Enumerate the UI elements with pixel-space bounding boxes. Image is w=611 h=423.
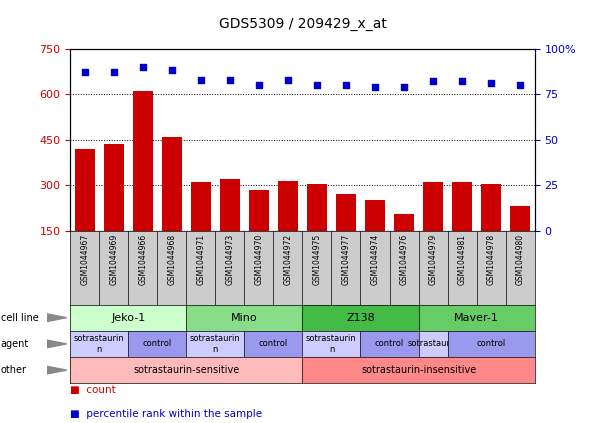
Point	[138, 63, 148, 70]
Point	[109, 69, 119, 76]
Text: GSM1044978: GSM1044978	[486, 234, 496, 286]
Bar	[336, 194, 356, 231]
Text: other: other	[1, 365, 27, 375]
Point	[225, 76, 235, 83]
Text: GSM1044980: GSM1044980	[516, 234, 525, 286]
Polygon shape	[47, 340, 67, 348]
Polygon shape	[47, 366, 67, 374]
Text: cell line: cell line	[1, 313, 38, 323]
Text: control: control	[375, 339, 404, 349]
Text: sotrastaurin
n: sotrastaurin n	[74, 334, 125, 354]
Bar	[220, 179, 240, 231]
Text: control: control	[143, 339, 172, 349]
Point	[254, 82, 264, 88]
Bar	[423, 182, 443, 231]
Point	[428, 78, 438, 85]
Text: GSM1044976: GSM1044976	[400, 234, 409, 286]
Point	[399, 83, 409, 90]
Text: GSM1044970: GSM1044970	[254, 234, 263, 286]
Text: control: control	[477, 339, 506, 349]
Text: Mino: Mino	[231, 313, 258, 323]
Text: sotrastaurin
n: sotrastaurin n	[306, 334, 357, 354]
Point	[80, 69, 90, 76]
Bar	[75, 149, 95, 231]
Bar	[162, 137, 182, 231]
Text: Z138: Z138	[346, 313, 375, 323]
Bar	[510, 206, 530, 231]
Text: GSM1044974: GSM1044974	[370, 234, 379, 286]
Text: Maver-1: Maver-1	[454, 313, 499, 323]
Bar	[104, 144, 124, 231]
Point	[486, 80, 496, 87]
Text: GSM1044969: GSM1044969	[109, 234, 119, 286]
Text: GSM1044968: GSM1044968	[167, 234, 177, 286]
Text: sotrastaurin-sensitive: sotrastaurin-sensitive	[133, 365, 240, 375]
Text: ■  count: ■ count	[70, 385, 116, 396]
Bar	[365, 200, 385, 231]
Point	[196, 76, 206, 83]
Text: control: control	[259, 339, 288, 349]
Text: GSM1044979: GSM1044979	[428, 234, 437, 286]
Text: ■  percentile rank within the sample: ■ percentile rank within the sample	[70, 409, 262, 419]
Text: GSM1044966: GSM1044966	[138, 234, 147, 286]
Point	[312, 82, 322, 88]
Bar	[191, 182, 211, 231]
Text: GSM1044975: GSM1044975	[312, 234, 321, 286]
Text: GSM1044972: GSM1044972	[284, 234, 293, 286]
Bar	[481, 184, 501, 231]
Point	[457, 78, 467, 85]
Point	[370, 83, 380, 90]
Text: GDS5309 / 209429_x_at: GDS5309 / 209429_x_at	[219, 17, 386, 31]
Bar	[249, 190, 269, 231]
Polygon shape	[47, 314, 67, 321]
Bar	[278, 181, 298, 231]
Text: sotrastaurin: sotrastaurin	[408, 339, 458, 349]
Text: GSM1044973: GSM1044973	[225, 234, 235, 286]
Bar	[307, 184, 327, 231]
Text: GSM1044971: GSM1044971	[196, 234, 205, 286]
Point	[515, 82, 525, 88]
Point	[167, 67, 177, 74]
Bar	[133, 91, 153, 231]
Text: agent: agent	[1, 339, 29, 349]
Bar	[452, 182, 472, 231]
Text: GSM1044981: GSM1044981	[458, 234, 467, 285]
Text: Jeko-1: Jeko-1	[111, 313, 145, 323]
Text: GSM1044977: GSM1044977	[342, 234, 351, 286]
Bar	[394, 214, 414, 231]
Point	[341, 82, 351, 88]
Point	[283, 76, 293, 83]
Text: sotrastaurin-insensitive: sotrastaurin-insensitive	[361, 365, 476, 375]
Text: GSM1044967: GSM1044967	[80, 234, 89, 286]
Text: sotrastaurin
n: sotrastaurin n	[190, 334, 241, 354]
